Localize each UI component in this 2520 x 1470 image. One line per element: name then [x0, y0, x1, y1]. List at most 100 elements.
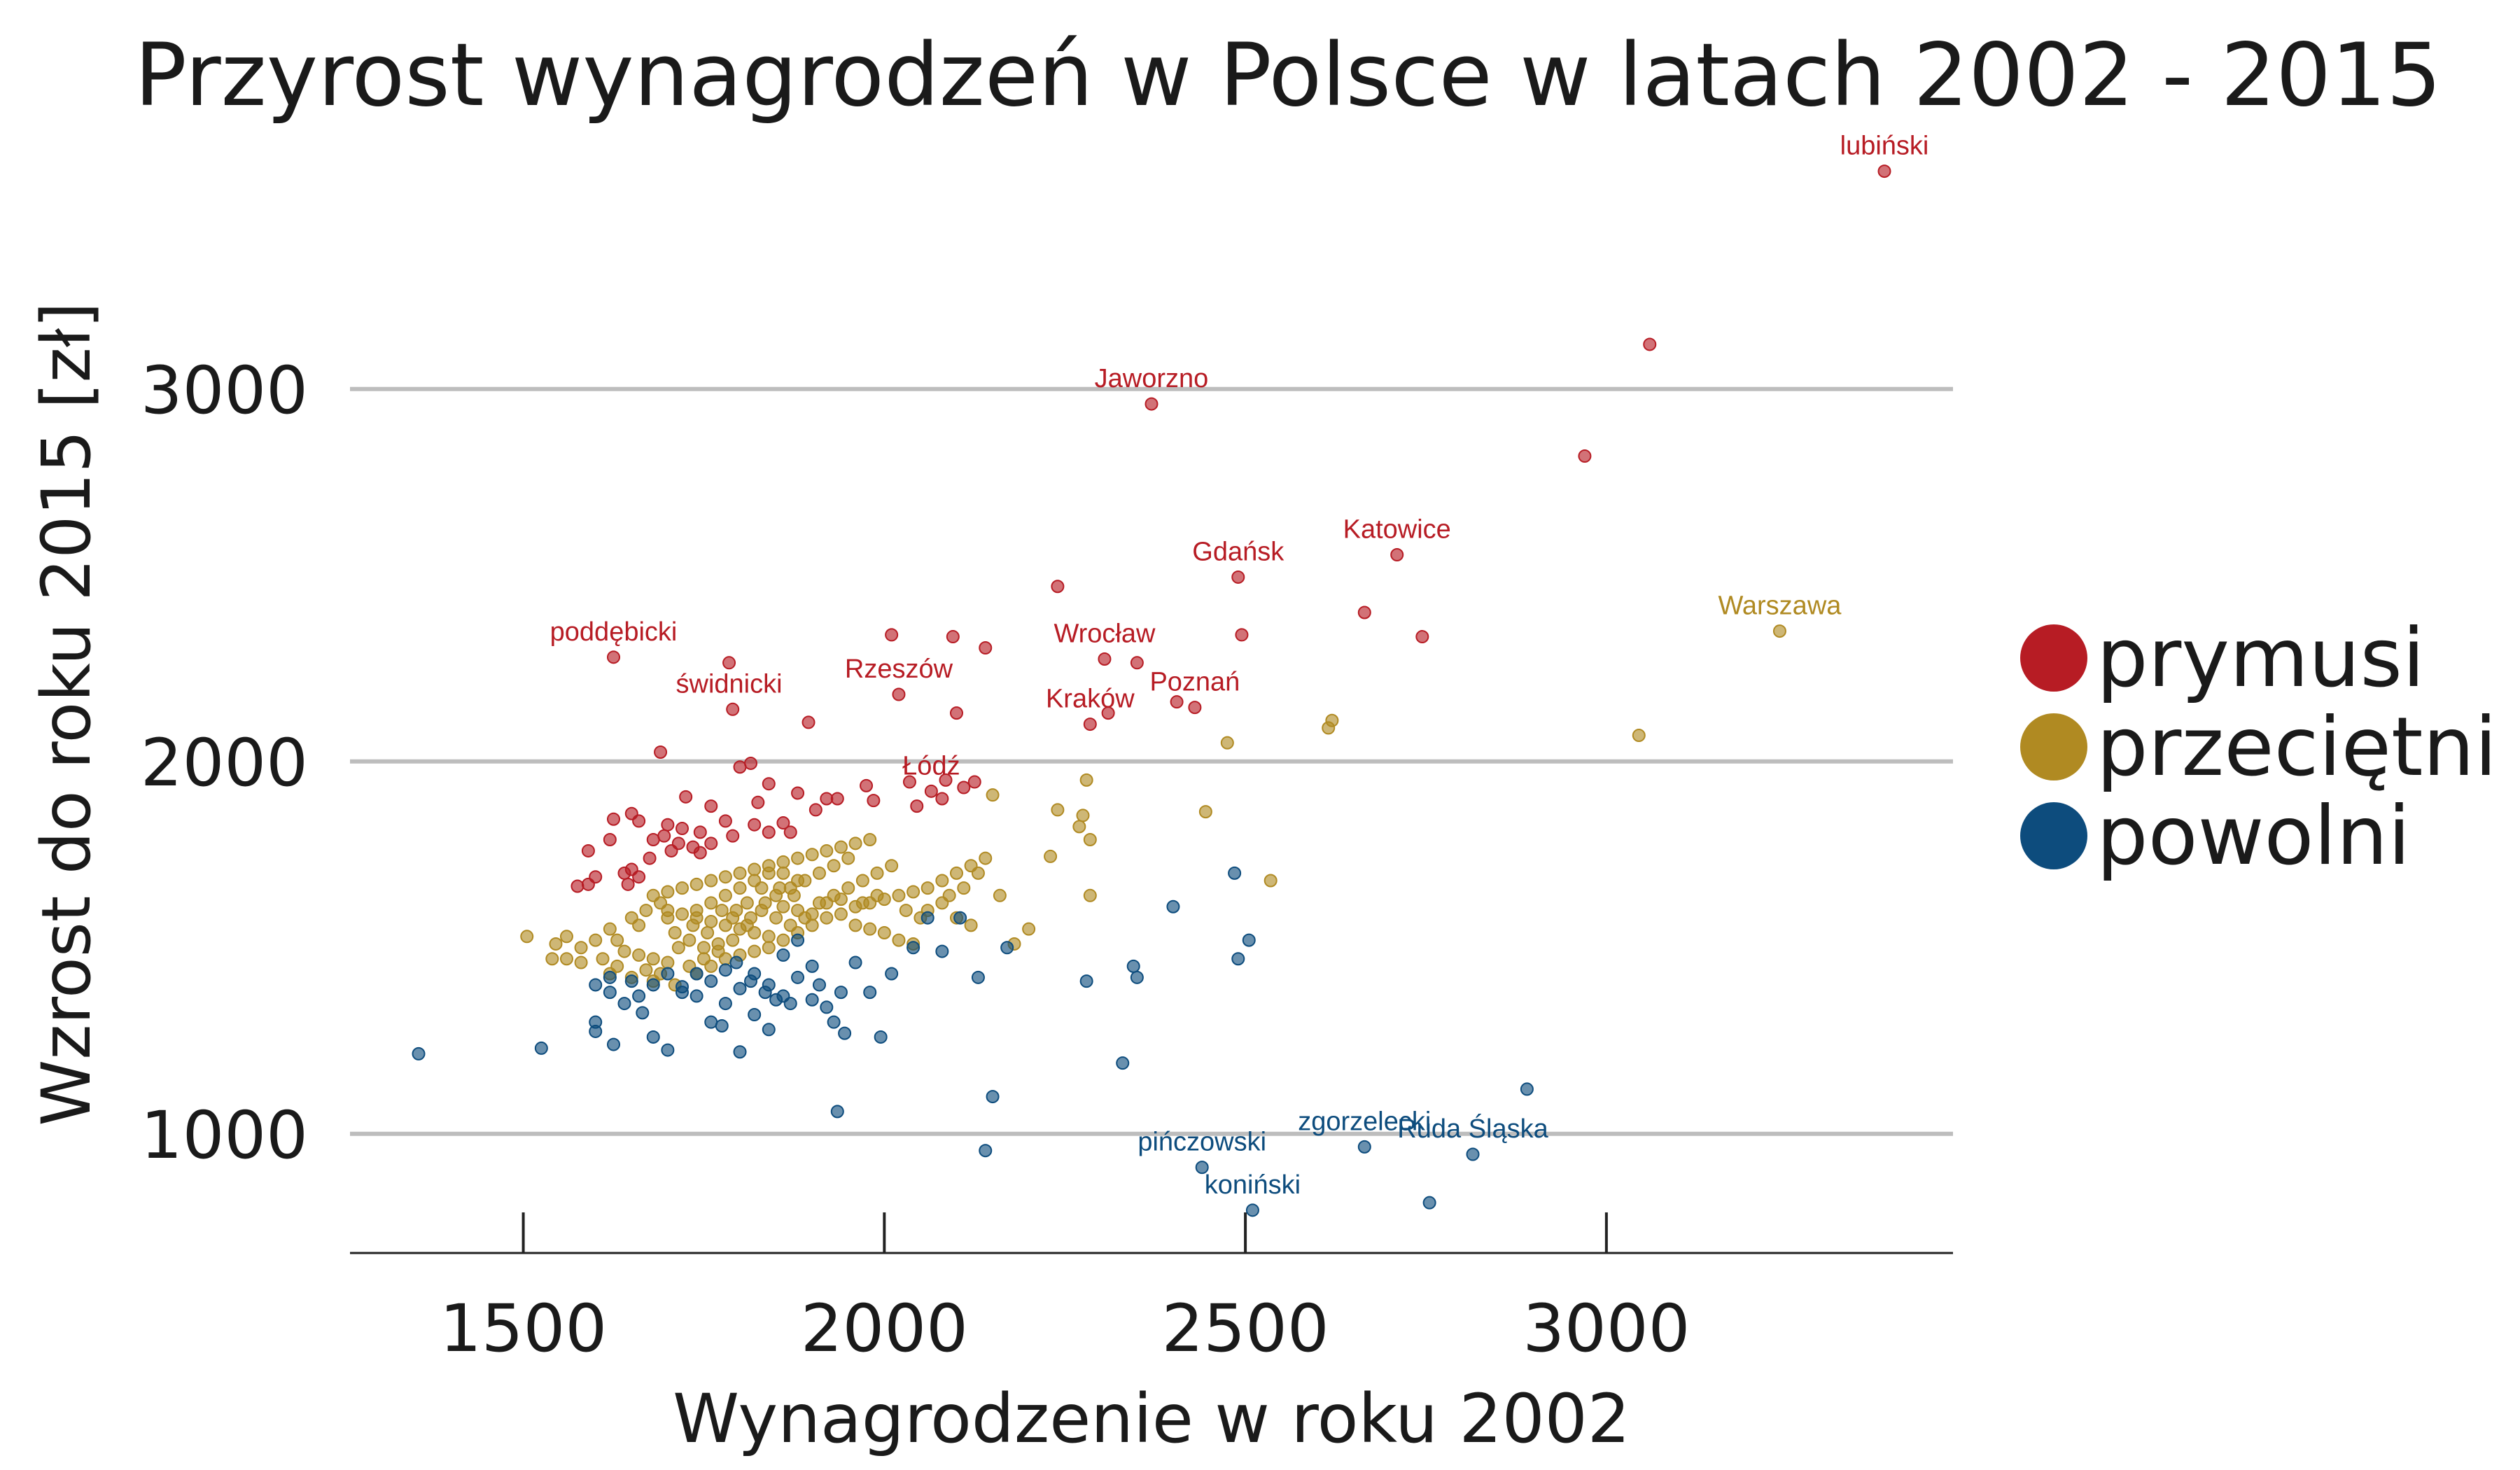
data-point	[661, 885, 675, 899]
x-tick-label: 1500	[440, 1291, 607, 1367]
data-point	[632, 814, 646, 828]
data-point	[624, 862, 638, 876]
annotation-label: koniński	[1205, 1170, 1301, 1200]
data-point	[787, 888, 801, 902]
annotation-label: Katowice	[1343, 515, 1451, 545]
data-point	[726, 933, 740, 947]
data-point	[676, 986, 690, 1000]
data-point	[1126, 959, 1140, 973]
data-point	[1195, 1161, 1209, 1175]
data-point	[1170, 695, 1184, 709]
data-point	[848, 836, 862, 850]
data-point	[646, 952, 660, 966]
data-point	[848, 918, 862, 932]
data-point	[748, 818, 762, 832]
data-point	[704, 915, 718, 929]
data-point	[748, 944, 762, 958]
data-point	[676, 881, 690, 895]
data-point	[791, 786, 805, 800]
data-point	[704, 874, 718, 888]
annotation-label: Łódź	[902, 751, 960, 780]
data-point	[1079, 974, 1093, 988]
data-point	[744, 974, 757, 988]
data-point	[1079, 773, 1093, 787]
annotation-label: Warszawa	[1718, 592, 1842, 621]
data-point	[607, 1037, 621, 1051]
data-point	[646, 978, 660, 992]
data-point	[920, 911, 934, 925]
data-point	[733, 760, 747, 774]
data-point	[820, 844, 834, 858]
data-point	[1245, 1203, 1259, 1217]
data-point	[740, 896, 754, 910]
data-point	[1242, 933, 1256, 947]
data-point	[1051, 580, 1065, 594]
data-point	[1466, 1147, 1480, 1161]
data-point	[657, 829, 671, 843]
data-point	[715, 904, 729, 918]
data-point	[603, 986, 617, 1000]
data-point	[704, 896, 718, 910]
data-point	[636, 1006, 650, 1020]
data-point	[711, 937, 725, 951]
annotation-label: Ruda Śląska	[1397, 1112, 1548, 1144]
data-point	[1422, 1196, 1436, 1210]
legend-label: powolni	[2096, 789, 2410, 883]
data-point	[798, 911, 812, 925]
data-point	[762, 941, 776, 955]
data-point	[906, 941, 920, 955]
data-point	[701, 925, 715, 939]
data-point	[863, 832, 877, 846]
data-point	[603, 832, 617, 846]
data-point	[1235, 628, 1249, 642]
data-point	[870, 888, 884, 902]
annotation-label: Rzeszów	[845, 654, 953, 684]
data-point	[1357, 606, 1371, 620]
data-point	[812, 866, 826, 880]
data-point	[939, 773, 953, 787]
data-point	[1772, 624, 1786, 638]
data-point	[1166, 899, 1180, 913]
data-point	[744, 911, 757, 925]
data-point	[661, 818, 675, 832]
data-point	[1000, 941, 1014, 955]
data-point	[696, 941, 710, 955]
annotation-label: pińczowski	[1138, 1128, 1266, 1157]
data-point	[690, 989, 704, 1003]
annotation-label: Poznań	[1149, 668, 1240, 697]
data-point	[920, 881, 934, 895]
data-point	[1228, 866, 1242, 880]
x-tick-label: 2000	[801, 1291, 968, 1367]
data-point	[946, 630, 960, 644]
data-point	[617, 997, 631, 1011]
data-point	[830, 792, 844, 806]
data-point	[1072, 820, 1086, 834]
data-point	[589, 1015, 603, 1029]
data-point	[607, 812, 621, 826]
data-point	[986, 1090, 1000, 1104]
data-point	[863, 986, 877, 1000]
data-point	[906, 885, 920, 899]
data-point	[758, 896, 772, 910]
data-point	[549, 937, 563, 951]
data-point	[863, 922, 877, 936]
data-point	[654, 745, 668, 759]
data-point	[646, 1030, 660, 1044]
data-point	[820, 792, 834, 806]
data-point	[762, 777, 776, 791]
data-point	[827, 888, 841, 902]
data-point	[610, 959, 624, 973]
point-annotations: lubiński Jaworzno Katowice Gdańsk Warszawa po…	[550, 132, 1929, 1200]
x-tick-label: 2500	[1161, 1291, 1329, 1367]
data-point	[1578, 449, 1592, 463]
data-point	[520, 930, 534, 944]
data-point	[632, 918, 646, 932]
data-point	[1231, 570, 1245, 584]
data-point	[834, 907, 848, 921]
data-point	[762, 825, 776, 839]
annotation-label: świdnicki	[676, 669, 783, 699]
data-point	[682, 933, 696, 947]
data-point	[748, 874, 762, 888]
data-point	[855, 896, 869, 910]
x-axis-title: Wynagrodzenie w roku 2002	[673, 1380, 1630, 1458]
